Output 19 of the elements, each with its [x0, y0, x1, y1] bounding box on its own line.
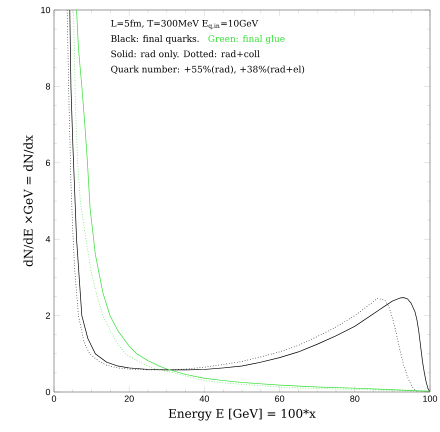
x-tick-label: 0 [52, 396, 56, 402]
y-tick-label: 6 [46, 160, 50, 166]
annotation: Black: final quarks. [111, 35, 199, 44]
x-tick-label: 60 [275, 396, 284, 402]
annotation: Quark number: +55%(rad), +38%(rad+el) [111, 66, 304, 74]
x-tick-label: 100 [423, 396, 438, 402]
y-tick-label: 10 [41, 6, 50, 14]
x-tick-label: 40 [200, 396, 210, 402]
x-axis-title: Energy E [GeV] = 100*x [168, 408, 316, 420]
y-axis-title: dN/dE ×GeV = dN/dx [23, 135, 34, 266]
annotation: Green: final glue [208, 35, 285, 44]
x-tick-label: 20 [124, 396, 134, 402]
annotation: L=5fm, T=300MeV E$_{q,in}$=10GeV [111, 20, 258, 30]
y-tick-label: 8 [46, 83, 50, 90]
x-tick-label: 80 [350, 396, 360, 402]
annotation: Solid: rad only. Dotted: rad+coll [111, 50, 260, 60]
y-tick-label: 0 [46, 388, 50, 396]
y-tick-label: 2 [46, 312, 50, 319]
y-tick-label: 4 [46, 236, 50, 242]
